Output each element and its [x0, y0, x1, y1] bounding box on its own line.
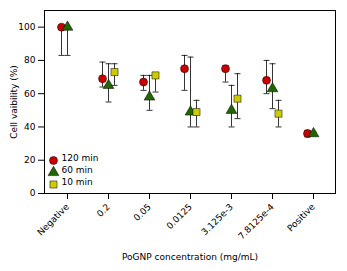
svg-text:0.05: 0.05	[132, 202, 153, 223]
svg-text:Cell vaibility (%): Cell vaibility (%)	[9, 65, 19, 139]
svg-text:Negative: Negative	[35, 201, 71, 237]
svg-text:60: 60	[24, 89, 36, 99]
svg-text:Positive: Positive	[285, 201, 317, 233]
svg-text:80: 80	[24, 55, 36, 65]
svg-text:20: 20	[24, 155, 36, 165]
svg-text:0.0125: 0.0125	[165, 202, 194, 231]
svg-text:40: 40	[24, 122, 36, 132]
svg-text:100: 100	[18, 22, 35, 32]
svg-text:60 min: 60 min	[62, 165, 93, 175]
svg-text:0.2: 0.2	[95, 202, 112, 219]
svg-text:0: 0	[30, 188, 36, 198]
svg-text:PoGNP concentration (mg/mL): PoGNP concentration (mg/mL)	[122, 252, 258, 262]
svg-text:7.8125e-4: 7.8125e-4	[236, 202, 276, 242]
svg-text:10 min: 10 min	[62, 177, 93, 187]
svg-text:3.125e-3: 3.125e-3	[199, 202, 235, 238]
svg-text:120 min: 120 min	[62, 153, 99, 163]
